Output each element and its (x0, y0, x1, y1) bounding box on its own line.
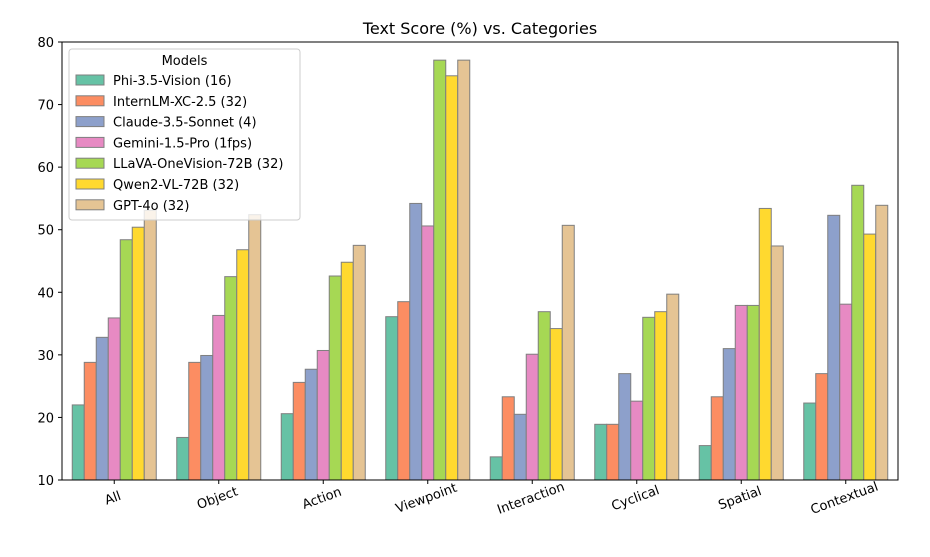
bar-5-all (119, 239, 133, 481)
legend-swatch-6 (75, 178, 105, 190)
x-tick-label-contextual: Contextual (809, 480, 881, 518)
legend-entry-5: LLaVA-OneVision-72B (32) (113, 157, 283, 172)
bar-5-viewpoint (433, 59, 447, 481)
bar-6-viewpoint (445, 75, 459, 481)
bar-5-spatial (746, 304, 760, 481)
bar-6-cyclical (654, 311, 668, 481)
y-tick-label: 20 (37, 411, 54, 426)
bar-2-spatial (710, 396, 724, 481)
bar-1-object (176, 436, 190, 481)
y-tick-label: 40 (37, 286, 54, 301)
x-tick-label-object: Object (195, 484, 240, 513)
legend-entry-1: Phi-3.5-Vision (16) (113, 74, 232, 89)
bar-7-cyclical (666, 293, 680, 481)
bar-5-cyclical (642, 316, 656, 481)
x-tick-label-cyclical: Cyclical (610, 483, 662, 514)
bar-4-contextual (839, 303, 853, 481)
bar-7-spatial (770, 245, 784, 481)
bar-7-contextual (875, 204, 889, 481)
bar-3-interaction (513, 413, 527, 481)
legend-swatch-5 (75, 157, 105, 169)
bar-1-viewpoint (385, 316, 399, 481)
bar-6-contextual (863, 233, 877, 481)
bar-4-interaction (525, 353, 539, 481)
bar-3-object (200, 354, 214, 481)
bar-6-all (131, 226, 145, 481)
bar-1-cyclical (594, 423, 608, 481)
chart-title: Text Score (%) vs. Categories (362, 19, 597, 38)
bar-2-viewpoint (397, 301, 411, 481)
bar-5-contextual (851, 184, 865, 481)
bar-1-interaction (489, 456, 503, 481)
bar-5-interaction (537, 311, 551, 481)
x-tick-label-interaction: Interaction (495, 480, 566, 518)
plot-frame (61, 41, 899, 481)
bar-2-interaction (501, 396, 515, 481)
bar-4-viewpoint (421, 225, 435, 481)
bar-7-action (352, 244, 366, 481)
legend-entry-7: GPT-4o (32) (113, 199, 189, 214)
bar-3-cyclical (618, 373, 632, 481)
bar-6-interaction (549, 328, 563, 481)
legend-swatch-2 (75, 95, 105, 107)
bar-7-interaction (561, 224, 575, 481)
bar-4-cyclical (630, 400, 644, 481)
bar-4-action (316, 349, 330, 481)
legend-entry-4: Gemini-1.5-Pro (1fps) (113, 136, 252, 151)
legend-entry-3: Claude-3.5-Sonnet (4) (113, 116, 257, 131)
bar-3-contextual (827, 214, 841, 481)
legend-swatch-1 (75, 74, 105, 86)
bar-1-spatial (698, 445, 712, 481)
bar-6-action (340, 261, 354, 481)
x-tick-label-action: Action (300, 485, 343, 513)
legend-swatch-4 (75, 136, 105, 148)
bar-6-object (236, 249, 250, 481)
bar-2-action (292, 381, 306, 481)
bar-3-spatial (722, 348, 736, 481)
bar-3-action (304, 368, 318, 481)
legend-entry-2: InternLM-XC-2.5 (32) (113, 95, 247, 110)
y-tick-label: 70 (37, 99, 54, 114)
y-tick-label: 80 (37, 36, 54, 51)
bar-3-viewpoint (409, 202, 423, 481)
y-tick-label: 10 (37, 474, 54, 489)
legend-swatch-7 (75, 199, 105, 211)
x-tick-label-spatial: Spatial (716, 484, 763, 513)
x-tick-label-all: All (103, 489, 123, 509)
bar-1-contextual (803, 402, 817, 481)
bar-7-object (248, 214, 262, 481)
y-tick-label: 50 (37, 224, 54, 239)
bar-4-spatial (734, 304, 748, 481)
bar-2-all (83, 361, 97, 481)
bar-1-action (280, 413, 294, 481)
legend-title: Models (162, 54, 208, 69)
bar-2-cyclical (606, 423, 620, 481)
bar-4-object (212, 314, 226, 481)
bar-5-object (224, 276, 238, 481)
legend-entry-6: Qwen2-VL-72B (32) (113, 178, 239, 193)
bar-2-contextual (815, 373, 829, 481)
y-tick-label: 30 (37, 349, 54, 364)
bar-6-spatial (758, 207, 772, 481)
bar-7-all (143, 209, 157, 481)
y-tick-label: 60 (37, 161, 54, 176)
bar-4-all (107, 317, 121, 481)
legend-swatch-3 (75, 116, 105, 128)
bar-2-object (188, 361, 202, 481)
bar-5-action (328, 275, 342, 481)
bar-1-all (71, 404, 85, 481)
bar-3-all (95, 336, 109, 481)
legend-box (68, 48, 301, 221)
bar-7-viewpoint (457, 59, 471, 481)
x-tick-label-viewpoint: Viewpoint (394, 481, 459, 517)
